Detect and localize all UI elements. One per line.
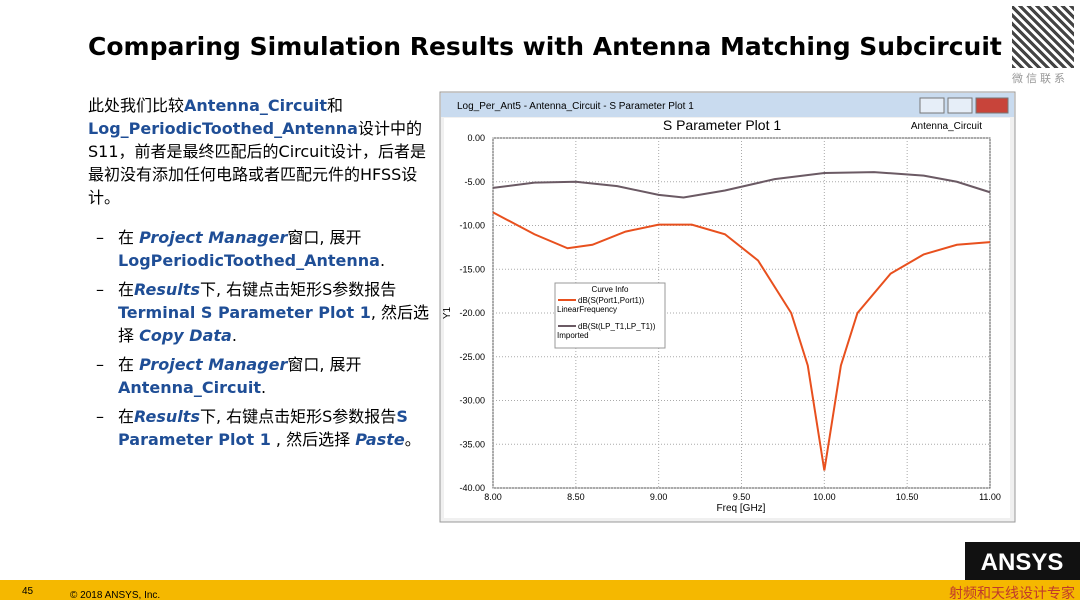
bullets: 在 Project Manager窗口, 展开 LogPeriodicTooth… bbox=[88, 226, 438, 457]
text-run: S Parameter Plot 1 bbox=[118, 407, 408, 449]
close-button[interactable] bbox=[975, 97, 1009, 114]
watermark: 射频和天线设计专家 bbox=[949, 585, 1075, 601]
y-tick-label: -35.00 bbox=[459, 439, 485, 449]
text-run: Antenna_Circuit bbox=[118, 378, 261, 397]
y-tick-label: -25.00 bbox=[459, 352, 485, 362]
slide-title: Comparing Simulation Results with Antenn… bbox=[88, 32, 1002, 61]
x-axis-label: Freq [GHz] bbox=[717, 503, 766, 514]
qr-caption: 微信联系 bbox=[1012, 72, 1068, 85]
y-tick-label: -20.00 bbox=[459, 308, 485, 318]
bullet: 在 Project Manager窗口, 展开 Antenna_Circuit. bbox=[88, 353, 438, 399]
text-run: 和 bbox=[327, 96, 344, 115]
text-run: 窗口, 展开 bbox=[287, 355, 362, 374]
text-run: 。 bbox=[404, 430, 421, 449]
text-run: Antenna_Circuit bbox=[184, 96, 327, 115]
text-run: Log_PeriodicToothed_Antenna bbox=[88, 119, 358, 138]
legend-source: LinearFrequency bbox=[557, 305, 617, 314]
text-run: Results bbox=[134, 280, 200, 299]
text-run: Paste bbox=[355, 430, 405, 449]
footer-bar bbox=[0, 580, 1080, 600]
bullet: 在 Project Manager窗口, 展开 LogPeriodicTooth… bbox=[88, 226, 438, 272]
text-run: Project Manager bbox=[139, 355, 288, 374]
copyright: © 2018 ANSYS, Inc. bbox=[70, 590, 160, 601]
text-run: Project Manager bbox=[139, 228, 288, 247]
y-tick-label: 0.00 bbox=[467, 133, 485, 143]
x-tick-label: 10.50 bbox=[896, 492, 919, 502]
x-tick-label: 9.00 bbox=[650, 492, 668, 502]
text-run: . bbox=[231, 326, 237, 345]
y-axis-label: Y1 bbox=[442, 306, 453, 319]
logo: ANSYS bbox=[981, 549, 1064, 576]
legend-title: Curve Info bbox=[592, 285, 629, 294]
text-run: 在 bbox=[118, 355, 140, 374]
x-tick-label: 8.50 bbox=[567, 492, 585, 502]
text-run: 下, 右键点击矩形S参数报告 bbox=[199, 280, 397, 299]
min-button[interactable] bbox=[919, 97, 945, 114]
x-tick-label: 10.00 bbox=[813, 492, 836, 502]
qr-code bbox=[1012, 6, 1074, 68]
text-run: 在 bbox=[118, 228, 140, 247]
text-run: 此处我们比较 bbox=[88, 96, 185, 115]
bullet: 在Results下, 右键点击矩形S参数报告S Parameter Plot 1… bbox=[88, 405, 438, 451]
page-number: 45 bbox=[22, 586, 34, 597]
text-run: 设计中的S11，前者是最终匹配后的Circuit设计，后者是最初没有添加任何电路… bbox=[88, 119, 427, 207]
legend-label: dB(St(LP_T1,LP_T1)) bbox=[578, 322, 656, 331]
text-run: Results bbox=[134, 407, 200, 426]
legend bbox=[554, 282, 666, 349]
x-tick-label: 8.00 bbox=[484, 492, 502, 502]
y-tick-label: -10.00 bbox=[459, 221, 485, 231]
text-run: . bbox=[379, 251, 386, 270]
intro: 此处我们比较Antenna_Circuit和 Log_PeriodicToothe… bbox=[88, 94, 438, 209]
logo-bg bbox=[965, 542, 1080, 580]
text-run: 在 bbox=[118, 280, 135, 299]
text-run: , 然后选择 bbox=[270, 430, 356, 449]
design-name: Antenna_Circuit bbox=[911, 121, 982, 132]
series-line bbox=[492, 211, 991, 471]
text-run: 窗口, 展开 bbox=[287, 228, 362, 247]
y-tick-label: -15.00 bbox=[459, 264, 485, 274]
text-run: 下, 右键点击矩形S参数报告 bbox=[199, 407, 397, 426]
text-run: 在 bbox=[118, 407, 135, 426]
y-tick-label: -30.00 bbox=[459, 396, 485, 406]
window-title: Log_Per_Ant5 - Antenna_Circuit - S Param… bbox=[457, 101, 694, 112]
x-tick-label: 9.50 bbox=[733, 492, 751, 502]
y-tick-label: -40.00 bbox=[459, 483, 485, 493]
text-run: Copy Data bbox=[139, 326, 232, 345]
legend-source: Imported bbox=[557, 331, 589, 340]
title-bar bbox=[441, 93, 1014, 117]
chart-title: S Parameter Plot 1 bbox=[663, 117, 781, 133]
bullet: 在Results下, 右键点击矩形S参数报告 Terminal S Paramet… bbox=[88, 278, 438, 347]
series-line bbox=[492, 171, 991, 199]
text-run: Terminal S Parameter Plot 1 bbox=[118, 303, 371, 322]
x-tick-label: 11.00 bbox=[979, 492, 1001, 502]
max-button[interactable] bbox=[947, 97, 973, 114]
y-tick-label: -5.00 bbox=[464, 177, 485, 187]
legend-label: dB(S(Port1,Port1)) bbox=[578, 296, 645, 305]
text-run: , 然后选择 bbox=[118, 303, 430, 345]
text-run: . bbox=[260, 378, 267, 397]
text-run: LogPeriodicToothed_Antenna bbox=[118, 251, 380, 270]
